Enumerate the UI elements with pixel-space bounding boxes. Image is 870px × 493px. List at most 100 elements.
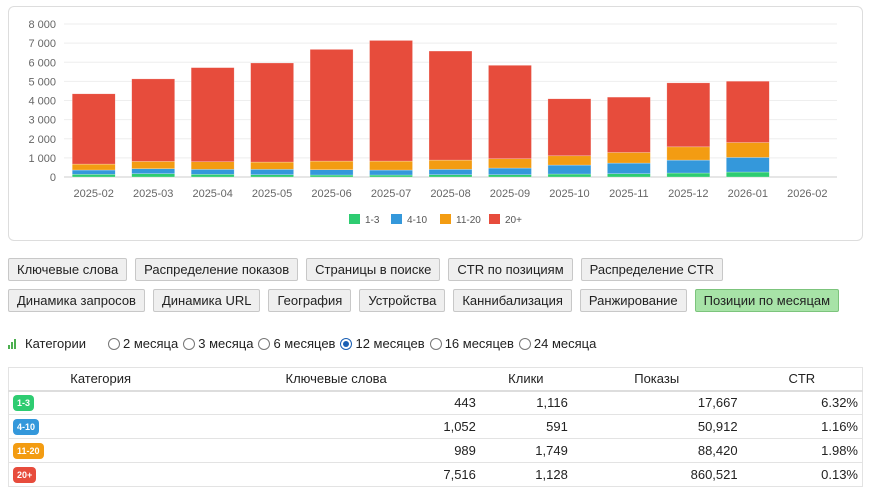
report-button[interactable]: Страницы в поиске xyxy=(306,258,441,281)
bar-segment-20+[interactable] xyxy=(190,67,235,163)
bar-segment-4-10[interactable] xyxy=(250,169,294,175)
legend-swatch[interactable] xyxy=(349,214,360,224)
bar-segment-1-3[interactable] xyxy=(428,174,473,178)
legend-label[interactable]: 20+ xyxy=(505,215,522,226)
bar-segment-1-3[interactable] xyxy=(250,174,294,178)
radio-label: 16 месяцев xyxy=(444,336,514,351)
report-button[interactable]: CTR по позициям xyxy=(448,258,573,281)
y-tick-label: 0 xyxy=(50,172,56,184)
bar-segment-4-10[interactable] xyxy=(131,168,175,174)
bar-segment-11-20[interactable] xyxy=(666,146,711,161)
bar-segment-11-20[interactable] xyxy=(131,161,175,169)
period-filter: Категории 2 месяца 3 месяца 6 месяцев 12 ме… xyxy=(8,336,601,351)
bar-segment-20+[interactable] xyxy=(71,93,116,165)
bar-segment-20+[interactable] xyxy=(726,80,770,143)
bar-segment-20+[interactable] xyxy=(607,96,651,153)
report-button[interactable]: Ключевые слова xyxy=(8,258,128,281)
category-badge: 11-20 xyxy=(13,443,44,459)
bar-segment-1-3[interactable] xyxy=(547,173,592,178)
bar-segment-4-10[interactable] xyxy=(369,169,413,176)
x-tick-label: 2026-01 xyxy=(728,188,768,200)
header-ctr[interactable]: CTR xyxy=(741,367,863,392)
bar-segment-11-20[interactable] xyxy=(488,158,532,169)
y-tick-label: 8 000 xyxy=(28,19,56,31)
category-cell: 1-3 xyxy=(8,390,193,415)
period-radio[interactable]: 6 месяцев xyxy=(258,336,335,351)
impressions-cell: 17,667 xyxy=(571,390,742,415)
bar-segment-4-10[interactable] xyxy=(190,169,235,175)
report-button[interactable]: Устройства xyxy=(359,289,446,312)
table-row: 20+ 7,516 1,128 860,521 0.13% xyxy=(8,462,863,487)
bar-segment-20+[interactable] xyxy=(428,50,473,161)
report-button[interactable]: Каннибализация xyxy=(453,289,572,312)
bar-segment-11-20[interactable] xyxy=(547,155,592,166)
period-radio[interactable]: 16 месяцев xyxy=(429,336,514,351)
radio-circle-icon[interactable] xyxy=(258,337,271,350)
report-button[interactable]: География xyxy=(268,289,352,312)
report-button[interactable]: Распределение CTR xyxy=(580,258,724,281)
bar-segment-11-20[interactable] xyxy=(190,161,235,170)
bar-segment-4-10[interactable] xyxy=(666,159,711,174)
bar-segment-20+[interactable] xyxy=(666,82,711,148)
bar-segment-4-10[interactable] xyxy=(488,167,532,175)
bar-segment-20+[interactable] xyxy=(250,62,294,163)
y-tick-label: 3 000 xyxy=(28,115,56,127)
bar-segment-4-10[interactable] xyxy=(607,162,651,174)
bar-segment-1-3[interactable] xyxy=(369,174,413,178)
bar-segment-11-20[interactable] xyxy=(726,142,770,158)
clicks-cell: 1,116 xyxy=(479,390,572,415)
bar-segment-4-10[interactable] xyxy=(726,157,770,173)
bar-segment-11-20[interactable] xyxy=(250,161,294,170)
x-tick-label: 2025-11 xyxy=(609,188,649,200)
bar-segment-11-20[interactable] xyxy=(607,152,651,164)
keywords-cell: 1,052 xyxy=(192,414,480,439)
radio-circle-icon[interactable] xyxy=(340,337,353,350)
legend-swatch[interactable] xyxy=(489,214,500,224)
period-radio[interactable]: 12 месяцев xyxy=(340,336,425,351)
bar-segment-4-10[interactable] xyxy=(428,169,473,175)
bar-segment-1-3[interactable] xyxy=(666,172,711,178)
bar-segment-1-3[interactable] xyxy=(71,174,116,178)
bar-segment-1-3[interactable] xyxy=(190,174,235,178)
report-button[interactable]: Динамика URL xyxy=(152,289,261,312)
bar-segment-20+[interactable] xyxy=(547,98,592,157)
bar-segment-1-3[interactable] xyxy=(726,171,770,178)
legend-swatch[interactable] xyxy=(391,214,402,224)
radio-circle-icon[interactable] xyxy=(108,337,120,350)
legend-swatch[interactable] xyxy=(440,214,451,224)
header-impressions[interactable]: Показы xyxy=(571,367,742,392)
header-category[interactable]: Категория xyxy=(8,367,193,392)
radio-circle-icon[interactable] xyxy=(183,337,196,350)
legend-label[interactable]: 11-20 xyxy=(456,215,481,226)
bar-segment-20+[interactable] xyxy=(131,78,175,162)
bar-segment-1-3[interactable] xyxy=(309,174,354,178)
report-button[interactable]: Позиции по месяцам xyxy=(694,289,840,312)
chart-card: 0 1 000 2 000 3 000 4 000 5 000 6 000 7 000 8 00… xyxy=(8,6,863,241)
bar-segment-11-20[interactable] xyxy=(71,163,116,171)
radio-circle-icon[interactable] xyxy=(518,337,531,350)
bar-segment-4-10[interactable] xyxy=(71,169,116,175)
bar-segment-1-3[interactable] xyxy=(131,173,175,178)
period-radio[interactable]: 3 месяца xyxy=(183,336,253,351)
report-button[interactable]: Динамика запросов xyxy=(8,289,145,312)
header-clicks[interactable]: Клики xyxy=(479,367,572,392)
legend-label[interactable]: 1-3 xyxy=(365,215,380,226)
period-radio[interactable]: 24 месяца xyxy=(518,336,596,351)
report-button[interactable]: Ранжирование xyxy=(579,289,687,312)
stacked-bar-chart: 0 1 000 2 000 3 000 4 000 5 000 6 000 7 000 8 00… xyxy=(28,19,837,226)
bar-segment-4-10[interactable] xyxy=(309,169,354,176)
bar-segment-20+[interactable] xyxy=(488,65,532,160)
bar-segment-1-3[interactable] xyxy=(488,174,532,178)
bar-segment-4-10[interactable] xyxy=(547,164,592,175)
bar-segment-11-20[interactable] xyxy=(428,159,473,170)
bar-segment-11-20[interactable] xyxy=(369,160,413,171)
radio-circle-icon[interactable] xyxy=(429,337,442,350)
header-keywords[interactable]: Ключевые слова xyxy=(192,367,480,392)
legend-label[interactable]: 4-10 xyxy=(407,215,427,226)
report-button[interactable]: Распределение показов xyxy=(135,258,299,281)
bar-segment-20+[interactable] xyxy=(369,40,413,162)
period-radio[interactable]: 2 месяца xyxy=(108,336,178,351)
bar-segment-11-20[interactable] xyxy=(309,160,354,170)
bar-segment-20+[interactable] xyxy=(309,49,354,162)
bar-segment-1-3[interactable] xyxy=(607,173,651,178)
